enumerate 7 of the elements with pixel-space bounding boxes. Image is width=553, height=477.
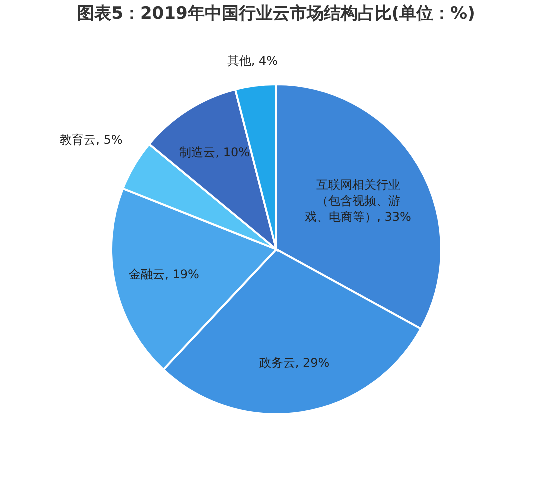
slice-label: 互联网相关行业（包含视频、游戏、电商等）, 33%: [305, 178, 412, 224]
slice-label: 政务云, 29%: [259, 356, 330, 370]
slice-label: 制造云, 10%: [180, 145, 250, 160]
slice-label: 教育云, 5%: [60, 133, 123, 148]
chart-title: 图表5：2019年中国行业云市场结构占比(单位：%): [78, 4, 476, 24]
slice-label: 金融云, 19%: [129, 268, 200, 282]
slice-label: 其他, 4%: [227, 54, 278, 68]
